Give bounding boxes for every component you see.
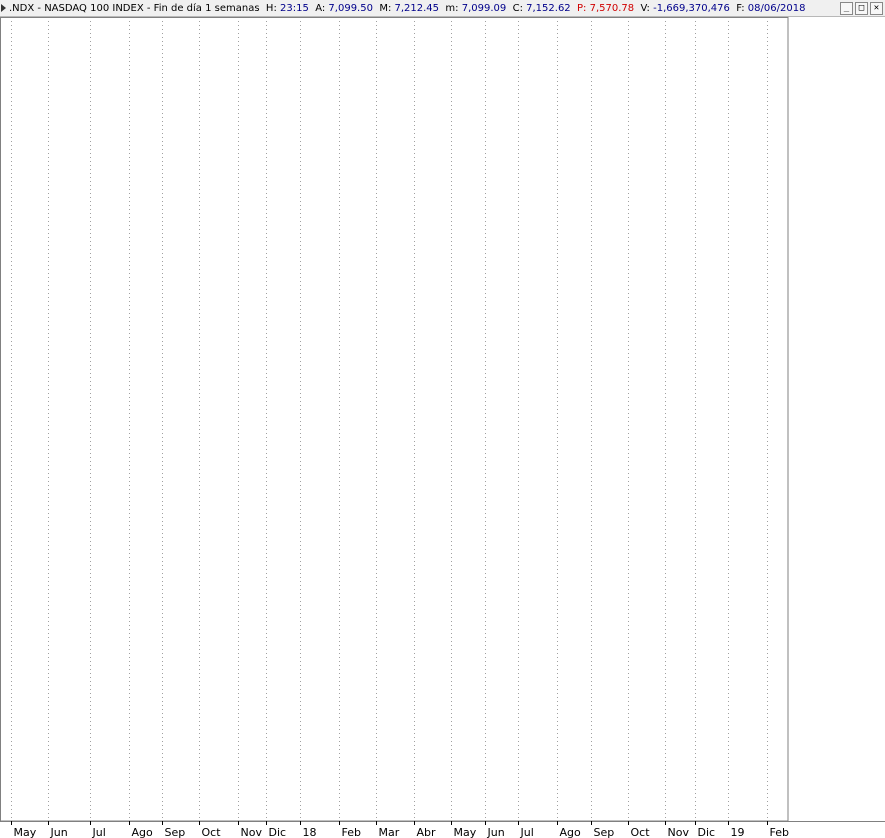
open-value: 7,099.50 [328, 3, 373, 14]
minimize-button[interactable]: _ [840, 2, 853, 15]
projection-value: 7,570.78 [589, 3, 635, 14]
time-label: H: [265, 3, 277, 14]
x-tick-label: Dic [698, 826, 716, 838]
x-tick-label: Mar [379, 826, 400, 838]
x-axis: May Jun Jul Ago Sep Oct Nov Dic 18 Feb Mar Abr May Ju… [0, 821, 885, 838]
time-value: 23:15 [280, 3, 309, 14]
x-tick-label: Ago [132, 826, 154, 838]
x-tick-label: Nov [241, 826, 263, 838]
x-tick-label: 18 [303, 826, 317, 838]
high-value: 7,212.45 [394, 3, 440, 14]
x-tick-label: Ago [560, 826, 582, 838]
grid-lines [11, 17, 768, 821]
x-tick-label: Jun [487, 826, 505, 838]
close-button[interactable]: ✕ [870, 2, 883, 15]
x-tick-label: 19 [731, 826, 745, 838]
x-tick-label: Oct [202, 826, 222, 838]
low-value: 7,099.09 [461, 3, 507, 14]
chart-header-text: .NDX - NASDAQ 100 INDEX - Fin de día 1 s… [9, 3, 806, 14]
x-tick-label: May [14, 826, 37, 838]
maximize-button[interactable]: □ [855, 2, 868, 15]
date-label: F: [736, 3, 745, 14]
volume-label: V: [640, 3, 650, 14]
close-value: 7,152.62 [526, 3, 571, 14]
volume-value: -1,669,370,476 [653, 3, 730, 14]
x-tick-label: Abr [417, 826, 437, 838]
date-value: 08/06/2018 [747, 3, 806, 14]
dropdown-arrow-icon[interactable] [1, 4, 6, 12]
plot-border [0, 17, 789, 822]
period: Fin de día 1 semanas [153, 3, 260, 14]
low-label: m: [445, 3, 459, 14]
x-tick-label: Jul [92, 826, 106, 838]
x-tick-label: May [454, 826, 477, 838]
x-tick-label: Dic [269, 826, 287, 838]
x-tick-label: Sep [594, 826, 615, 838]
candlestick-chart[interactable]: 5,600.005,800.006,000.006,200.006,400.00… [0, 17, 885, 838]
symbol: .NDX [9, 3, 35, 14]
window-controls: _ □ ✕ [840, 2, 883, 15]
open-label: A: [315, 3, 326, 14]
chart-title-bar: .NDX - NASDAQ 100 INDEX - Fin de día 1 s… [0, 0, 885, 17]
x-tick-label: Jul [520, 826, 534, 838]
x-tick-label: Nov [668, 826, 690, 838]
x-tick-label: Feb [770, 826, 789, 838]
x-tick-label: Jun [50, 826, 68, 838]
x-tick-label: Oct [631, 826, 651, 838]
high-label: M: [379, 3, 392, 14]
x-tick-label: Feb [342, 826, 361, 838]
instrument-name: NASDAQ 100 INDEX [44, 3, 144, 14]
x-tick-label: Sep [165, 826, 186, 838]
projection-label: P: [577, 3, 587, 14]
close-label: C: [512, 3, 523, 14]
